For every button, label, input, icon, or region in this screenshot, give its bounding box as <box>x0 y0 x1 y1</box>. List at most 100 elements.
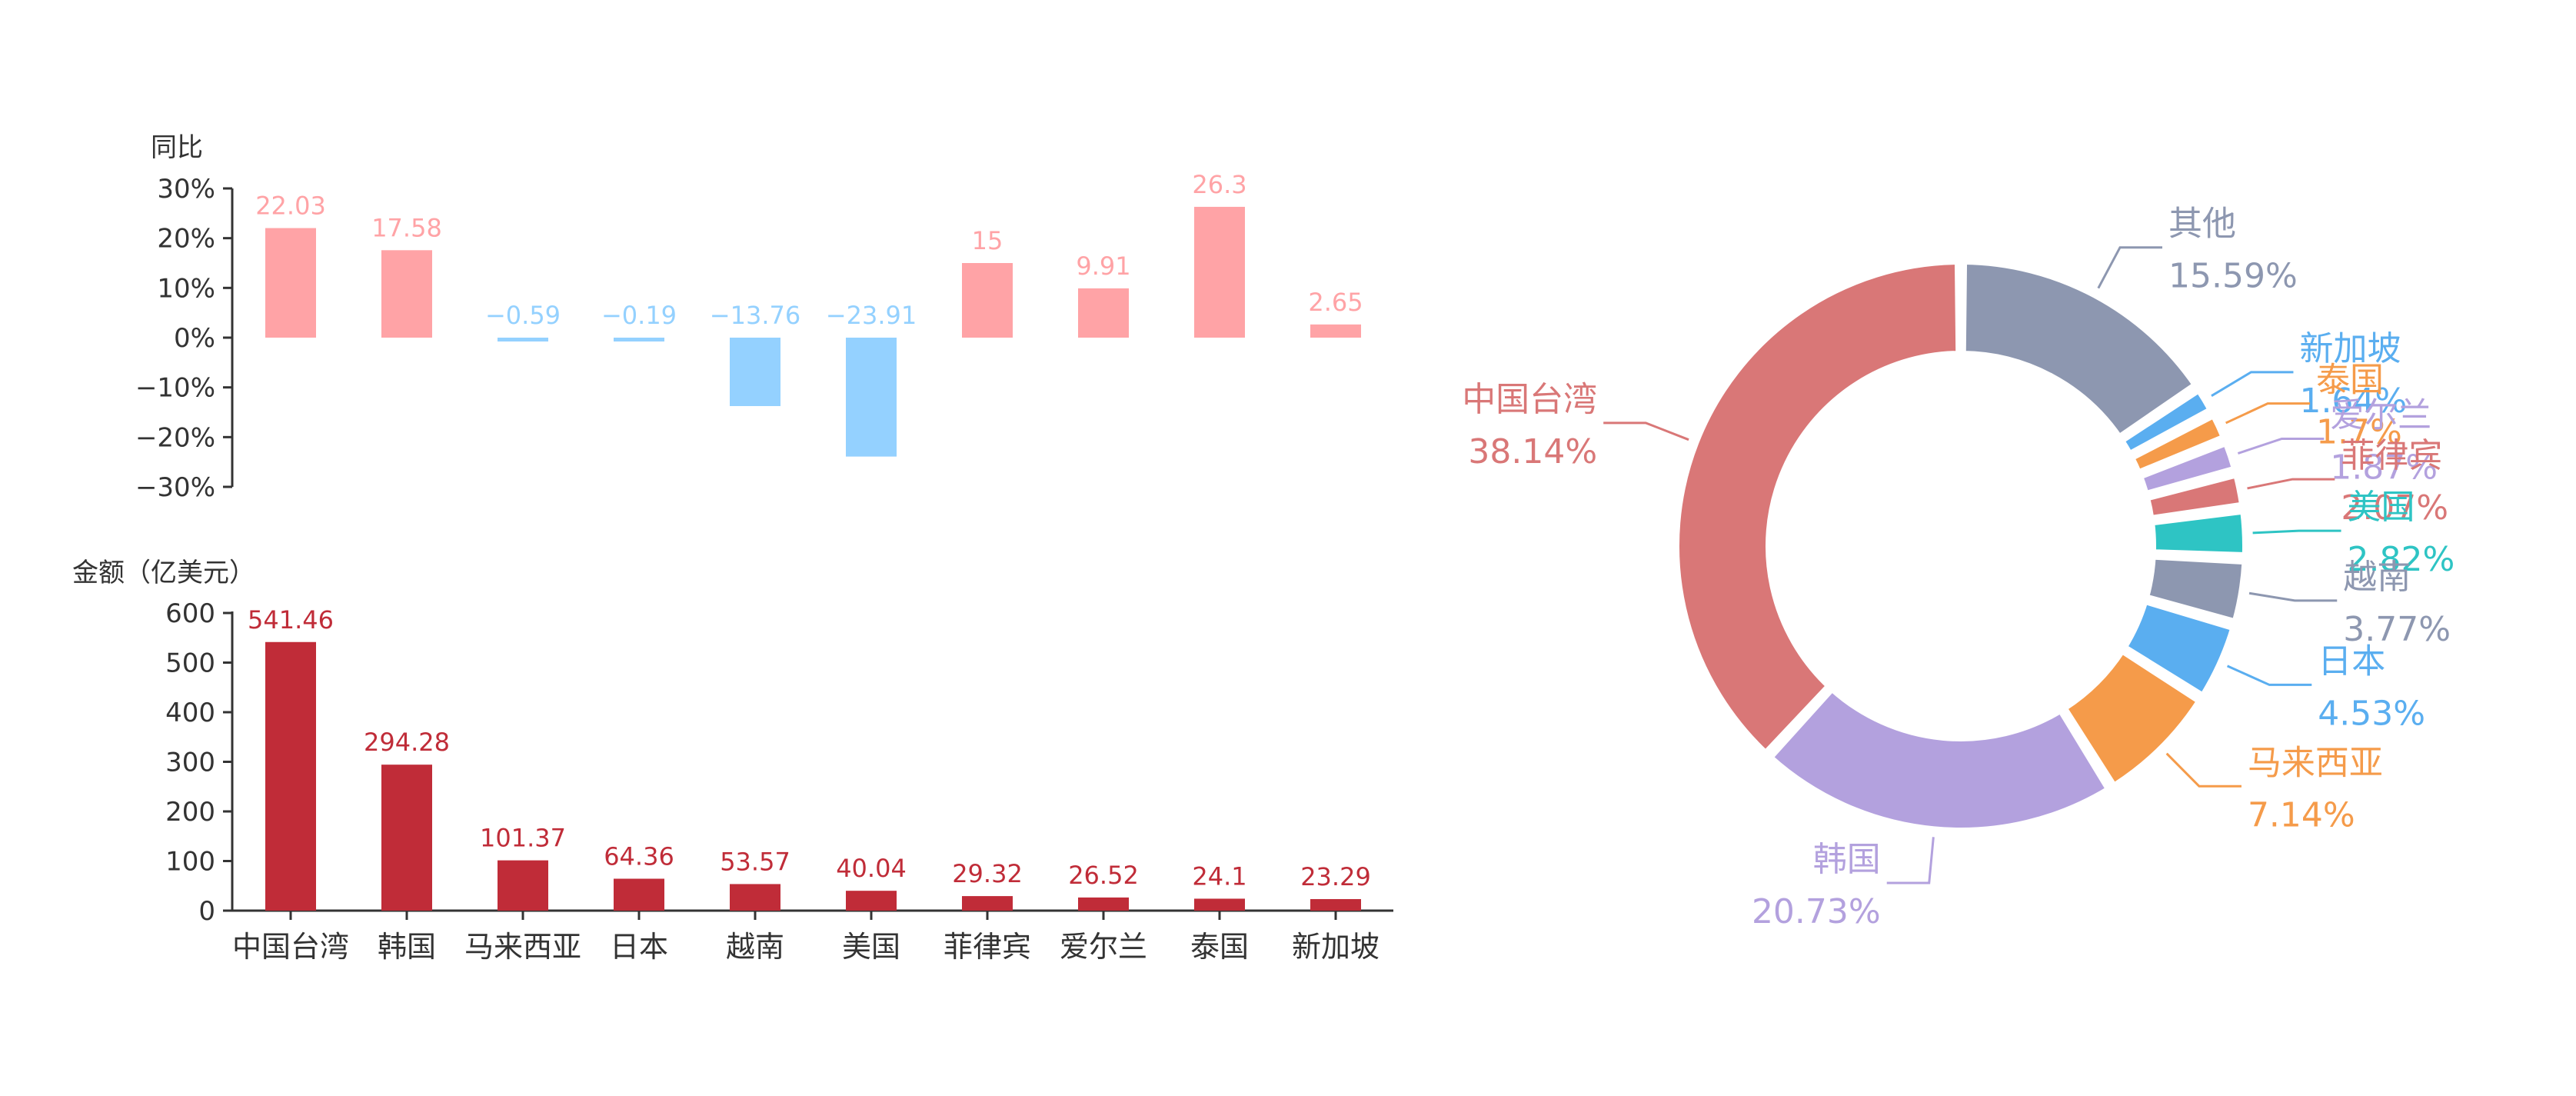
donut-leader-line <box>2248 591 2338 602</box>
yoy-bar <box>1078 288 1129 338</box>
yoy-y-tick-label: 20% <box>157 224 215 255</box>
amount-bar <box>265 641 316 911</box>
yoy-data-label: −0.19 <box>601 301 677 330</box>
amount-bar <box>498 860 548 911</box>
donut-leader-line <box>2097 246 2162 289</box>
donut-slice-name: 马来西亚 <box>2248 743 2383 782</box>
amount-bar <box>962 896 1013 911</box>
amount-x-tick-label: 日本 <box>610 930 668 964</box>
donut-slice-percent: 1.64% <box>2299 381 2407 421</box>
donut-slice <box>2148 508 2248 558</box>
amount-bar <box>1078 897 1129 911</box>
amount-y-tick-label: 500 <box>165 648 215 679</box>
donut-slice-name: 新加坡 <box>2299 329 2401 368</box>
yoy-bar <box>730 338 780 406</box>
amount-x-tick-label: 新加坡 <box>1292 930 1380 964</box>
share-donut-chart: 其他 15.59%新加坡 1.64%泰国 1.7%爱尔兰 1.87%菲律宾 2.07%美国… <box>1462 205 2455 931</box>
yoy-data-label: 17.58 <box>371 213 442 242</box>
amount-axis-title: 金额（亿美元） <box>72 558 255 588</box>
donut-slice-name: 中国台湾 <box>1462 380 1597 419</box>
amount-x-tick-label: 中国台湾 <box>232 930 349 964</box>
amount-x-tick-label: 菲律宾 <box>944 930 1031 964</box>
yoy-bar <box>265 228 316 338</box>
yoy-axis-title: 同比 <box>151 132 203 163</box>
donut-slice <box>2142 553 2248 625</box>
donut-slice <box>2128 412 2227 476</box>
donut-slice-percent: 2.82% <box>2348 540 2455 579</box>
donut-slice-name: 日本 <box>2318 641 2385 681</box>
yoy-data-label: −0.59 <box>485 301 561 330</box>
yoy-bar <box>1194 206 1245 338</box>
yoy-data-label: −13.76 <box>710 301 800 330</box>
yoy-y-tick-label: 10% <box>157 273 215 304</box>
yoy-bar <box>614 338 664 341</box>
yoy-bar <box>962 263 1013 338</box>
yoy-y-tick-label: −10% <box>135 373 215 404</box>
amount-data-label: 541.46 <box>248 605 334 635</box>
yoy-bar <box>381 250 432 338</box>
amount-data-label: 101.37 <box>480 824 566 853</box>
amount-y-tick-label: 200 <box>165 797 215 828</box>
amount-bar-chart: 金额（亿美元） 600 500 400 300 200 100 0 541.46 中国台湾 294… <box>72 558 1393 964</box>
amount-bar <box>381 765 432 911</box>
yoy-data-label: 15 <box>972 226 1003 255</box>
amount-data-label: 40.04 <box>836 854 907 883</box>
donut-slice <box>1767 685 2112 834</box>
donut-leader-line <box>2226 665 2312 686</box>
amount-bar <box>846 891 897 911</box>
amount-data-label: 64.36 <box>604 841 674 871</box>
donut-slice <box>2061 648 2203 789</box>
amount-data-label: 26.52 <box>1068 861 1139 890</box>
donut-slice-name: 菲律宾 <box>2341 436 2442 475</box>
donut-slice-name: 爱尔兰 <box>2330 395 2431 435</box>
amount-x-tick-label: 马来西亚 <box>464 930 581 964</box>
yoy-bar-chart: 同比 30% 20% 10% 0% −10% −20% −30% 22.03 17.58 −0.5… <box>135 132 1363 503</box>
amount-y-tick-label: 400 <box>165 698 215 728</box>
donut-slice-name: 其他 <box>2168 205 2236 244</box>
donut-slice-percent: 20.73% <box>1752 892 1881 931</box>
amount-y-tick-label: 100 <box>165 847 215 878</box>
donut-slice-name: 美国 <box>2348 488 2415 527</box>
donut-slice-percent: 1.87% <box>2330 448 2438 487</box>
donut-leader-line <box>2237 437 2325 455</box>
amount-x-tick-label: 美国 <box>842 930 900 964</box>
donut-slice-percent: 38.14% <box>1468 432 1597 471</box>
amount-data-label: 294.28 <box>364 728 450 757</box>
yoy-data-label: 2.65 <box>1308 288 1363 317</box>
donut-slice <box>1673 258 1962 757</box>
amount-bar <box>1194 898 1245 911</box>
yoy-y-tick-label: 0% <box>174 323 215 354</box>
donut-leader-line <box>2252 529 2341 535</box>
yoy-bar <box>1310 324 1361 338</box>
amount-bar <box>730 884 780 911</box>
amount-data-label: 24.1 <box>1192 861 1246 891</box>
donut-slice-name: 韩国 <box>1813 840 1881 879</box>
amount-bar <box>1310 898 1361 911</box>
donut-leader-line <box>2225 402 2311 425</box>
amount-x-tick-label: 越南 <box>726 930 784 964</box>
donut-slice <box>1959 258 2198 441</box>
donut-leader-line <box>2165 752 2242 788</box>
donut-slice <box>2144 471 2246 521</box>
donut-slice-name: 越南 <box>2343 558 2411 597</box>
amount-data-label: 23.29 <box>1300 862 1371 891</box>
yoy-data-label: −23.91 <box>826 301 917 330</box>
amount-y-tick-label: 600 <box>165 598 215 629</box>
amount-x-tick-label: 泰国 <box>1190 930 1249 964</box>
amount-y-tick-label: 0 <box>198 896 215 927</box>
donut-slice <box>2121 598 2237 699</box>
yoy-bar <box>498 338 548 341</box>
amount-y-tick-label: 300 <box>165 748 215 778</box>
donut-slice-percent: 15.59% <box>2168 257 2298 296</box>
amount-x-tick-label: 爱尔兰 <box>1060 930 1147 964</box>
amount-data-label: 29.32 <box>952 859 1023 888</box>
yoy-data-label: 22.03 <box>255 192 326 221</box>
yoy-data-label: 26.3 <box>1192 170 1246 199</box>
donut-slice-percent: 2.07% <box>2341 488 2448 528</box>
donut-slice-percent: 3.77% <box>2343 610 2451 649</box>
donut-leader-line <box>2211 371 2294 398</box>
donut-slice-percent: 7.14% <box>2248 795 2355 834</box>
yoy-y-tick-label: −30% <box>135 472 215 503</box>
donut-leader-line <box>1603 421 1689 441</box>
